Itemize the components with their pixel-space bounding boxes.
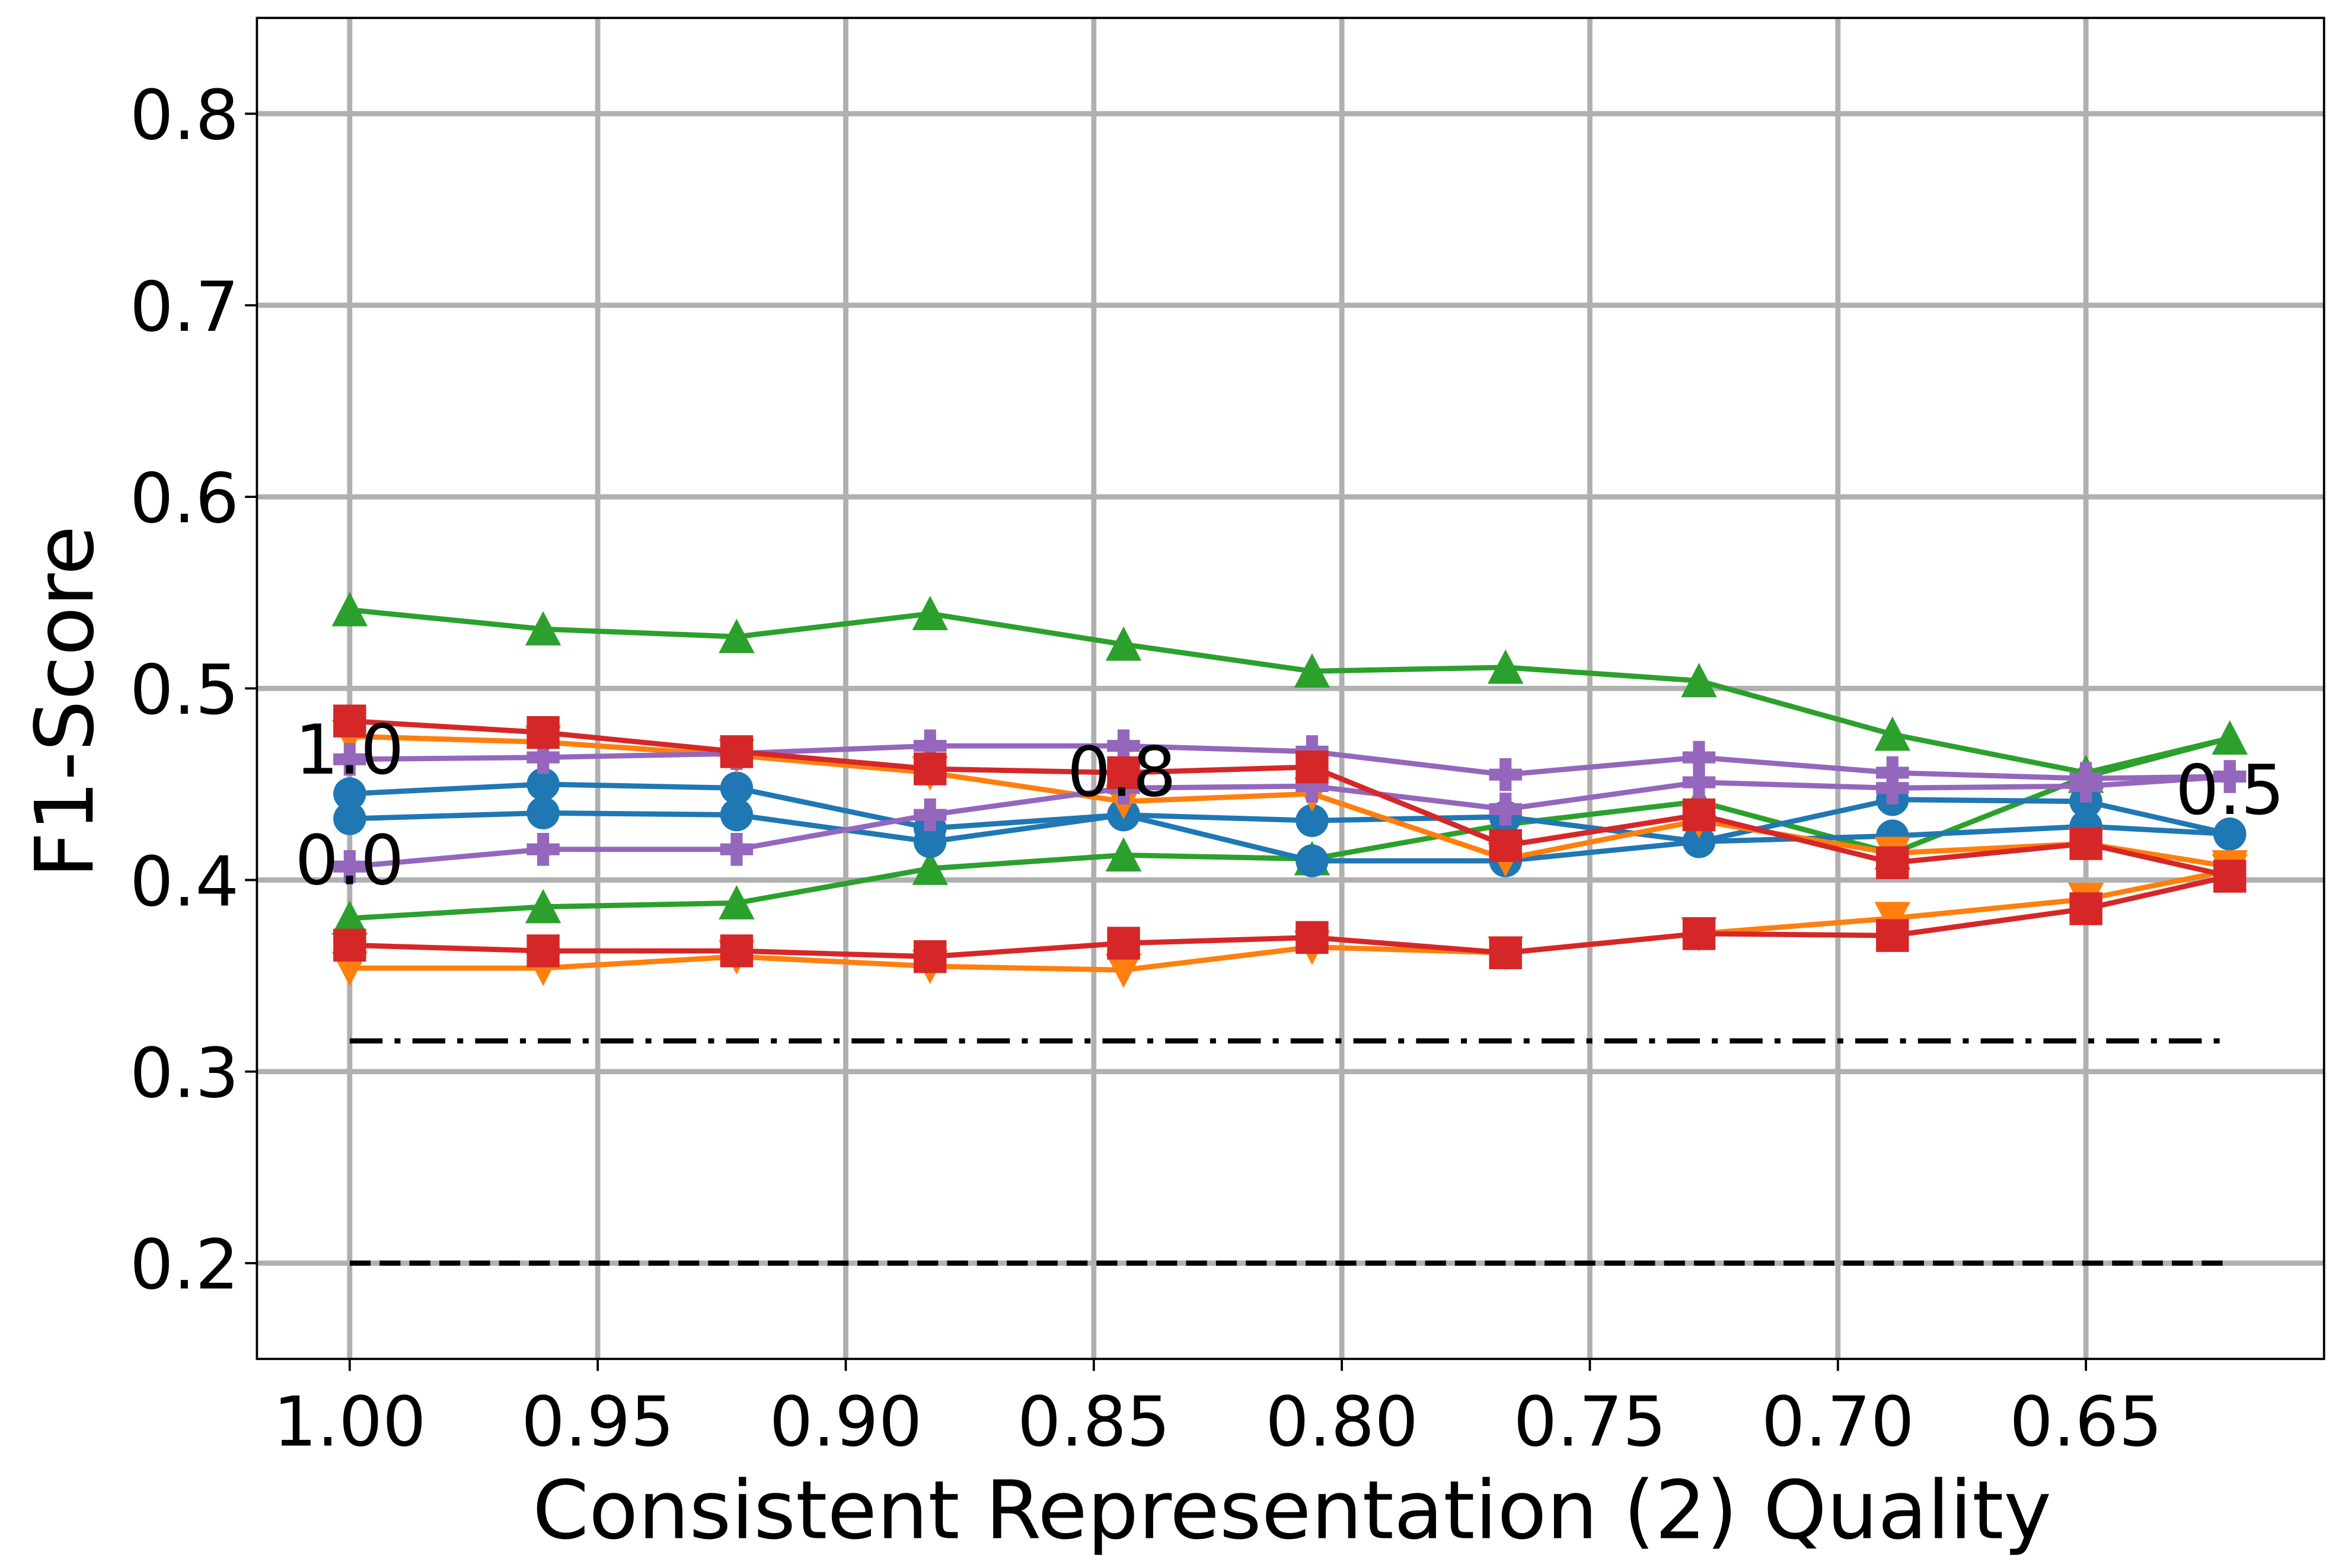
marker (720, 934, 754, 967)
marker (527, 768, 560, 801)
marker (1681, 663, 1717, 698)
marker (527, 716, 560, 749)
marker (720, 798, 754, 832)
marker (719, 618, 755, 653)
annotation: 0.5 (2175, 751, 2284, 831)
marker (1874, 716, 1911, 751)
y-tick-label: 0.6 (130, 459, 239, 539)
marker (527, 740, 560, 774)
y-tick-label: 0.4 (130, 842, 239, 922)
marker (1296, 769, 1329, 803)
marker (527, 934, 560, 967)
marker (1876, 919, 1909, 952)
marker (331, 592, 368, 627)
marker (1876, 771, 1909, 805)
marker (1489, 793, 1522, 826)
x-tick-label: 0.65 (2009, 1382, 2162, 1462)
marker (2069, 769, 2102, 803)
marker (333, 743, 366, 776)
annotation: 1.0 (295, 710, 404, 790)
marker (1296, 804, 1329, 837)
y-tick-label: 0.7 (130, 267, 239, 347)
marker (1876, 846, 1909, 880)
marker (1682, 740, 1716, 774)
marker (333, 802, 366, 835)
marker (913, 940, 947, 973)
marker (1107, 729, 1140, 762)
marker (913, 825, 947, 858)
marker (2069, 892, 2102, 925)
marker (912, 596, 948, 630)
marker (720, 735, 754, 768)
marker (913, 798, 947, 832)
marker (1487, 649, 1524, 684)
y-tick-label: 0.8 (130, 76, 239, 156)
marker (333, 928, 366, 962)
annotation: 0.8 (1067, 733, 1176, 813)
plot-frame (256, 17, 2325, 1361)
marker (913, 752, 947, 785)
marker (333, 777, 366, 810)
marker (1489, 829, 1522, 862)
marker (1105, 837, 1142, 872)
annotation: 0.0 (295, 820, 404, 900)
x-tick-label: 0.80 (1265, 1382, 1418, 1462)
marker (719, 884, 755, 919)
y-tick-label: 0.3 (130, 1033, 239, 1113)
marker (1105, 953, 1142, 988)
marker (2213, 760, 2247, 793)
marker (1294, 653, 1330, 688)
marker (720, 833, 754, 866)
x-tick-label: 0.75 (1513, 1382, 1666, 1462)
x-tick-label: 0.85 (1017, 1382, 1170, 1462)
x-tick-label: 0.70 (1762, 1382, 1915, 1462)
marker (2213, 860, 2247, 893)
marker (1682, 825, 1716, 858)
y-tick-label: 0.5 (130, 650, 239, 730)
marker (1296, 921, 1329, 954)
marker (2069, 827, 2102, 860)
marker (2212, 720, 2248, 755)
marker (525, 611, 561, 646)
marker (1682, 765, 1716, 799)
marker (333, 850, 366, 883)
x-tick-label: 0.95 (521, 1382, 674, 1462)
x-tick-label: 0.90 (769, 1382, 922, 1462)
y-axis-label: F1-Score (18, 526, 112, 879)
marker (527, 796, 560, 830)
marker (1489, 758, 1522, 791)
marker (1296, 844, 1329, 877)
marker (333, 704, 366, 737)
marker (2213, 817, 2247, 851)
marker (1489, 936, 1522, 969)
x-axis-label: Consistent Representation (2) Quality (532, 1464, 2051, 1558)
marker (525, 889, 561, 924)
marker (527, 833, 560, 866)
marker (1874, 902, 1911, 937)
marker (1105, 626, 1142, 661)
marker (1107, 927, 1140, 960)
marker (1107, 756, 1140, 790)
marker (1296, 751, 1329, 784)
marker (913, 729, 947, 762)
marker (1682, 798, 1716, 832)
marker (912, 850, 948, 885)
y-tick-label: 0.2 (130, 1225, 239, 1305)
x-tick-label: 1.00 (273, 1382, 426, 1462)
marker (1682, 917, 1716, 950)
marker (331, 900, 368, 935)
marker (720, 771, 754, 805)
